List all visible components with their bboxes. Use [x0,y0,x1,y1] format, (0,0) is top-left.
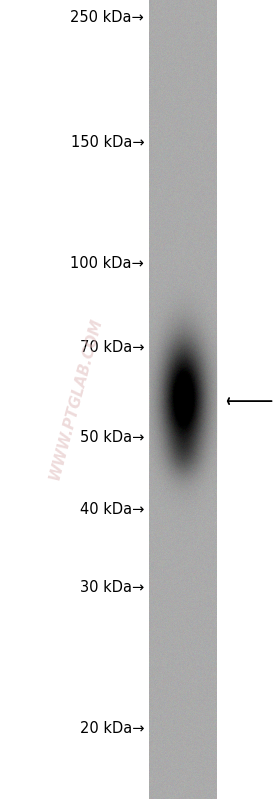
Text: 20 kDa→: 20 kDa→ [80,721,144,736]
Text: 100 kDa→: 100 kDa→ [71,256,144,271]
Text: 40 kDa→: 40 kDa→ [80,503,144,517]
Text: 250 kDa→: 250 kDa→ [71,10,144,25]
Text: 150 kDa→: 150 kDa→ [71,135,144,149]
Text: 70 kDa→: 70 kDa→ [80,340,144,355]
Text: WWW.PTGLAB.COM: WWW.PTGLAB.COM [47,316,104,483]
Text: 30 kDa→: 30 kDa→ [80,580,144,594]
Text: 50 kDa→: 50 kDa→ [80,431,144,445]
